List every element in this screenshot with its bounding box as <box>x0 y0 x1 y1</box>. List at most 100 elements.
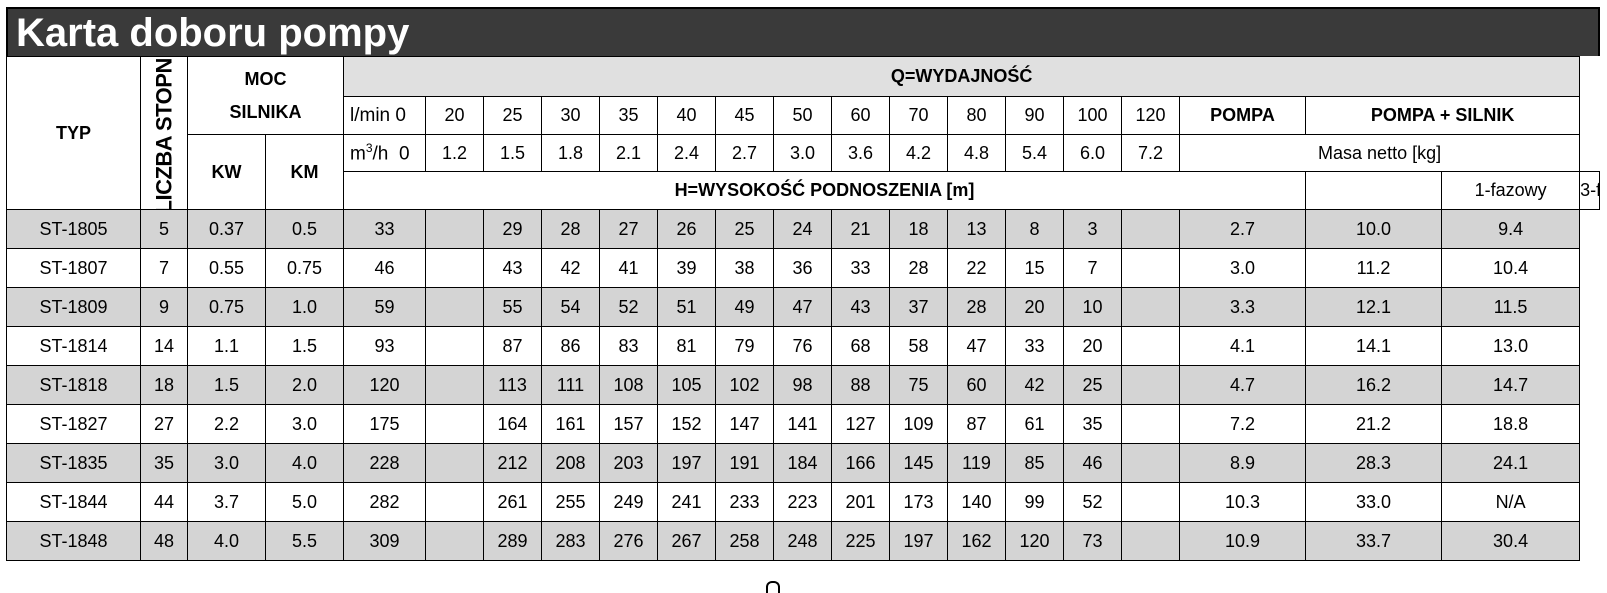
head-value-cell: 201 <box>831 482 890 522</box>
head-value-cell: 43 <box>831 287 890 327</box>
lmin-label-cell: l/min 0 <box>343 96 426 135</box>
head-value-cell <box>1121 209 1180 249</box>
pump-table: TYP LICZBA STOPNI MOC SILNIKA Q=WYDAJNOŚ… <box>6 56 1600 561</box>
head-value-cell: 164 <box>483 404 542 444</box>
lmin-value: 120 <box>1121 96 1180 135</box>
pompa-header: POMPA <box>1179 96 1306 135</box>
head-value-cell: 47 <box>947 326 1006 366</box>
lmin-value: 40 <box>657 96 716 135</box>
lmin-value: 20 <box>425 96 484 135</box>
mass-1phase-cell: 14.1 <box>1305 326 1442 366</box>
head-value-cell <box>425 482 484 522</box>
head-value-cell <box>1121 443 1180 483</box>
head-value-cell: 21 <box>831 209 890 249</box>
head-value-cell: 42 <box>541 248 600 288</box>
stages-cell: 35 <box>140 443 188 483</box>
cropped-mark <box>766 581 780 593</box>
head-value-cell: 87 <box>483 326 542 366</box>
motor-power-line1: MOC <box>244 68 287 89</box>
m3h-value: 2.7 <box>715 134 774 172</box>
head-value-cell: 60 <box>947 365 1006 405</box>
mass-3phase-cell: N/A <box>1440 482 1581 522</box>
head-value-cell: 108 <box>599 365 658 405</box>
pompa-mass-blank <box>1305 171 1442 210</box>
head-value-cell: 161 <box>541 404 600 444</box>
mass-1phase-cell: 33.0 <box>1305 482 1442 522</box>
typ-header: TYP <box>6 56 141 210</box>
phase1-header: 1-fazowy <box>1440 171 1581 210</box>
head-value-cell: 39 <box>657 248 716 288</box>
km-cell: 0.5 <box>265 209 344 249</box>
head-value-cell: 49 <box>715 287 774 327</box>
head-value-cell: 88 <box>831 365 890 405</box>
head-value-cell <box>1121 248 1180 288</box>
m3h-value: 5.4 <box>1005 134 1064 172</box>
pump-mass-cell: 3.3 <box>1179 287 1306 327</box>
head-value-cell: 157 <box>599 404 658 444</box>
lmin-label: l/min <box>350 104 391 126</box>
head-value-cell: 309 <box>343 521 426 561</box>
motor-power-header: MOC SILNIKA <box>187 56 344 135</box>
mass-3phase-cell: 9.4 <box>1440 209 1581 249</box>
head-value-cell: 261 <box>483 482 542 522</box>
head-value-cell: 24 <box>773 209 832 249</box>
head-value-cell: 197 <box>657 443 716 483</box>
stages-cell: 14 <box>140 326 188 366</box>
head-value-cell: 47 <box>773 287 832 327</box>
mass-1phase-cell: 10.0 <box>1305 209 1442 249</box>
head-value-cell: 212 <box>483 443 542 483</box>
head-value-cell: 20 <box>1005 287 1064 327</box>
head-value-cell: 93 <box>343 326 426 366</box>
head-value-cell: 98 <box>773 365 832 405</box>
table-row: ST-1848 48 4.0 5.5 309 289 283 276 267 258 248 225 1… <box>6 521 1600 561</box>
head-value-cell: 41 <box>599 248 658 288</box>
kw-cell: 2.2 <box>187 404 266 444</box>
km-cell: 5.5 <box>265 521 344 561</box>
head-value-cell: 249 <box>599 482 658 522</box>
head-value-cell: 20 <box>1063 326 1122 366</box>
m3h-first: 0 <box>398 143 410 165</box>
m3h-label-base: m <box>350 143 366 165</box>
km-cell: 2.0 <box>265 365 344 405</box>
head-value-cell: 46 <box>343 248 426 288</box>
km-cell: 4.0 <box>265 443 344 483</box>
head-value-cell: 59 <box>343 287 426 327</box>
head-value-cell: 152 <box>657 404 716 444</box>
m3h-value: 6.0 <box>1063 134 1122 172</box>
head-value-cell: 75 <box>889 365 948 405</box>
mass-3phase-cell: 14.7 <box>1440 365 1581 405</box>
head-value-cell: 127 <box>831 404 890 444</box>
head-value-cell: 58 <box>889 326 948 366</box>
head-value-cell: 203 <box>599 443 658 483</box>
head-value-cell: 86 <box>541 326 600 366</box>
lmin-value: 60 <box>831 96 890 135</box>
head-value-cell: 3 <box>1063 209 1122 249</box>
head-value-cell: 147 <box>715 404 774 444</box>
stages-cell: 27 <box>140 404 188 444</box>
table-row: ST-1844 44 3.7 5.0 282 261 255 249 241 233 223 201 1… <box>6 482 1600 522</box>
head-value-cell: 27 <box>599 209 658 249</box>
lmin-value: 90 <box>1005 96 1064 135</box>
table-row: ST-1805 5 0.37 0.5 33 29 28 27 26 25 24 21 18 13 8 3 2.7… <box>6 209 1600 249</box>
lmin-value: 80 <box>947 96 1006 135</box>
head-value-cell: 15 <box>1005 248 1064 288</box>
mass-3phase-cell: 24.1 <box>1440 443 1581 483</box>
m3h-value: 1.2 <box>425 134 484 172</box>
m3h-value: 4.8 <box>947 134 1006 172</box>
kw-cell: 0.75 <box>187 287 266 327</box>
head-header: H=WYSOKOŚĆ PODNOSZENIA [m] <box>343 171 1306 210</box>
head-value-cell <box>1121 365 1180 405</box>
pump-type-cell: ST-1805 <box>6 209 141 249</box>
head-value-cell: 28 <box>541 209 600 249</box>
table-row: ST-1835 35 3.0 4.0 228 212 208 203 197 191 184 166 1… <box>6 443 1600 483</box>
m3h-value: 2.1 <box>599 134 658 172</box>
mass-3phase-cell: 11.5 <box>1440 287 1581 327</box>
pump-mass-cell: 4.7 <box>1179 365 1306 405</box>
head-value-cell <box>425 443 484 483</box>
head-value-cell: 289 <box>483 521 542 561</box>
lmin-value: 70 <box>889 96 948 135</box>
head-value-cell: 166 <box>831 443 890 483</box>
head-value-cell <box>425 521 484 561</box>
m3h-value: 1.8 <box>541 134 600 172</box>
stages-header-label: LICZBA STOPNI <box>151 56 177 210</box>
